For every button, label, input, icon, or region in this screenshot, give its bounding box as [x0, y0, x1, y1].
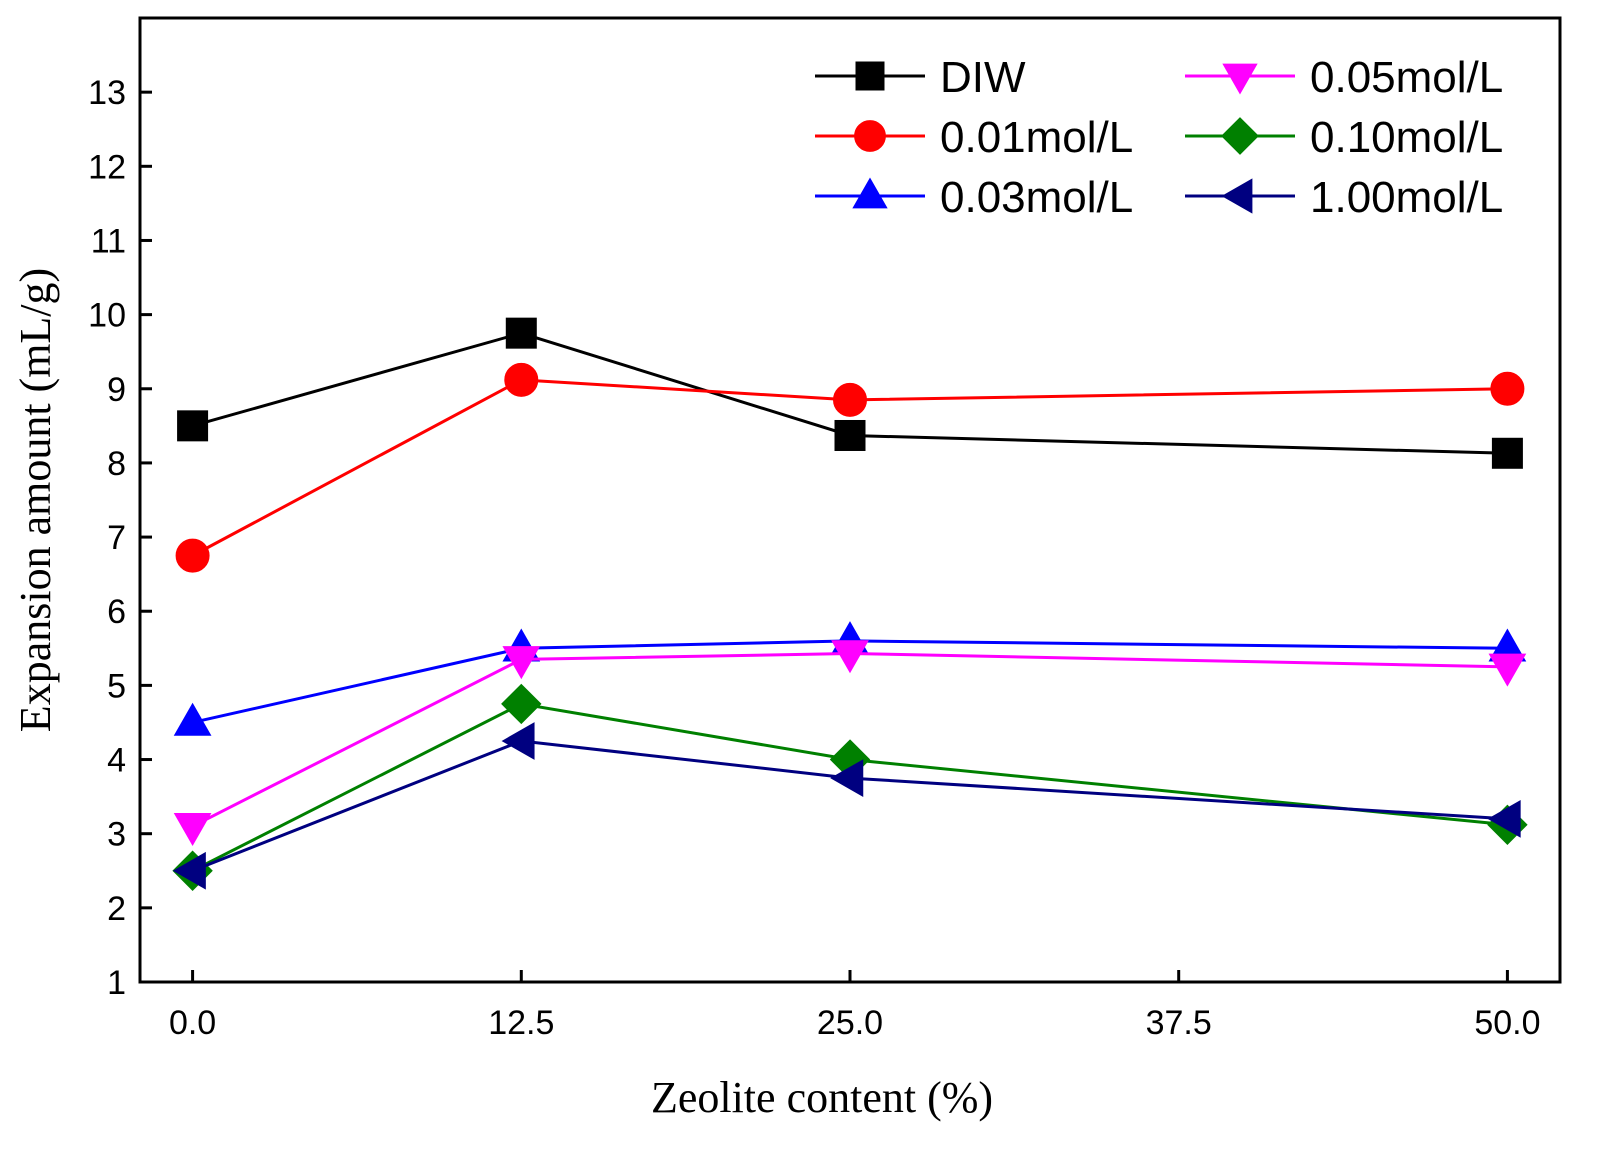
data-point-0-05mol-l [831, 640, 869, 674]
legend-item-1-00mol-l: 1.00mol/L [1185, 173, 1503, 222]
series-line-1-00mol-l [192, 739, 1508, 873]
legend-marker [1221, 117, 1259, 155]
data-point-diw [834, 419, 866, 451]
legend-label: 1.00mol/L [1310, 173, 1503, 222]
legend-item-0-01mol-l: 0.01mol/L [815, 113, 1133, 162]
series-0-05mol-l [173, 640, 1527, 847]
x-tick-label: 37.5 [1146, 1004, 1212, 1042]
data-point-1-00mol-l [172, 851, 206, 890]
y-tick-label: 2 [107, 890, 126, 928]
y-tick-label: 6 [107, 593, 126, 631]
y-tick-label: 10 [88, 297, 126, 335]
legend-item-0-03mol-l: 0.03mol/L [815, 173, 1133, 222]
series-line-diw [192, 331, 1508, 455]
data-point-0-01mol-l [504, 362, 539, 397]
y-tick-label: 4 [107, 742, 126, 780]
y-tick-label: 9 [107, 371, 126, 409]
legend-marker [852, 177, 888, 209]
data-point-diw [505, 317, 537, 349]
data-point-0-05mol-l [502, 646, 541, 680]
series-line-0-10mol-l [191, 702, 1508, 873]
plot-frame [138, 16, 1562, 984]
series-1-00mol-l [172, 722, 1521, 890]
y-axis-title: Expansion amount (mL/g) [11, 268, 60, 732]
legend-marker [1221, 178, 1253, 214]
legend-label: 0.05mol/L [1310, 53, 1503, 102]
legend-item-0-05mol-l: 0.05mol/L [1185, 53, 1503, 102]
series-layer [172, 317, 1528, 891]
x-tick-label: 12.5 [488, 1004, 554, 1042]
y-tick-label: 8 [107, 445, 126, 483]
legend-label: 0.10mol/L [1310, 113, 1503, 162]
data-point-0-01mol-l [1490, 371, 1525, 406]
series-line-0-05mol-l [191, 651, 1508, 828]
data-point-1-00mol-l [501, 722, 535, 760]
data-point-diw [177, 410, 209, 442]
x-tick-label: 25.0 [817, 1004, 883, 1042]
x-tick-label: 50.0 [1474, 1004, 1540, 1042]
y-tick-label: 7 [107, 519, 126, 557]
x-axis-title: Zeolite content (%) [651, 1073, 993, 1122]
data-point-0-05mol-l [1488, 653, 1527, 687]
x-tick-label: 0.0 [169, 1004, 216, 1042]
series-diw [177, 317, 1523, 469]
legend-label: 0.03mol/L [940, 173, 1133, 222]
data-point-1-00mol-l [1487, 799, 1521, 838]
data-point-0-01mol-l [833, 382, 867, 417]
data-point-diw [1491, 437, 1523, 469]
y-tick-label: 12 [88, 148, 126, 186]
y-tick-label: 3 [107, 816, 126, 854]
series-0-01mol-l [175, 362, 1525, 573]
y-tick-label: 1 [107, 964, 126, 1002]
data-point-0-05mol-l [173, 813, 212, 847]
series-line-0-03mol-l [192, 639, 1508, 724]
y-tick-label: 11 [91, 222, 126, 260]
legend-label: DIW [940, 53, 1026, 102]
data-point-0-01mol-l [175, 538, 210, 573]
data-point-0-03mol-l [173, 702, 212, 736]
legend-marker [855, 61, 885, 91]
legend-item-diw: DIW [815, 53, 1026, 102]
series-line-0-01mol-l [191, 378, 1508, 557]
series-0-03mol-l [173, 621, 1527, 736]
data-point-0-10mol-l [501, 683, 542, 725]
legend-marker [1222, 63, 1258, 95]
legend-item-0-10mol-l: 0.10mol/L [1185, 113, 1503, 162]
legend: DIW 0.01mol/L 0.03mol/L 0.05mol/L 0.10mol/L 1… [815, 53, 1503, 222]
y-tick-label: 5 [107, 667, 126, 705]
y-tick-label: 13 [88, 74, 126, 112]
legend-label: 0.01mol/L [940, 113, 1133, 162]
data-point-1-00mol-l [830, 759, 864, 797]
legend-marker [854, 120, 886, 152]
x-axis-ticks: 0.0 12.5 25.0 37.5 50.0 [169, 970, 1541, 1042]
